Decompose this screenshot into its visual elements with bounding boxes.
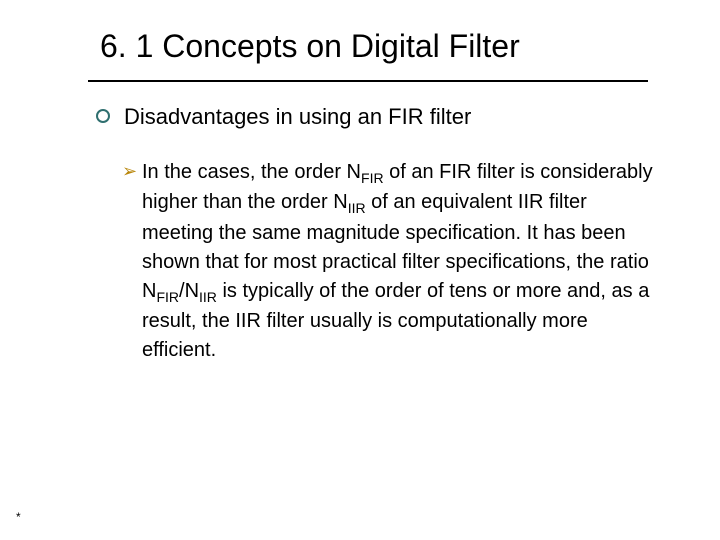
body-sub-1: FIR [361, 170, 384, 186]
circle-bullet-icon [96, 109, 110, 123]
body-sub-4: IIR [199, 289, 217, 305]
body-text: In the cases, the order NFIR of an FIR f… [142, 161, 653, 361]
title-divider [88, 80, 648, 82]
subheading-text: Disadvantages in using an FIR filter [124, 104, 471, 129]
footnote-marker: * [16, 510, 21, 524]
body-sub-2: IIR [348, 200, 366, 216]
body-paragraph: ➢ In the cases, the order NFIR of an FIR… [142, 158, 662, 365]
body-seg-5: is typically of the order of tens or mor… [142, 280, 649, 361]
slide-title: 6. 1 Concepts on Digital Filter [100, 28, 520, 65]
body-sub-3: FIR [156, 289, 179, 305]
arrow-bullet-icon: ➢ [122, 162, 137, 180]
body-seg-4: /N [179, 280, 199, 302]
slide: 6. 1 Concepts on Digital Filter Disadvan… [0, 0, 720, 540]
body-seg-1: In the cases, the order N [142, 161, 361, 183]
subheading-row: Disadvantages in using an FIR filter [96, 104, 471, 130]
